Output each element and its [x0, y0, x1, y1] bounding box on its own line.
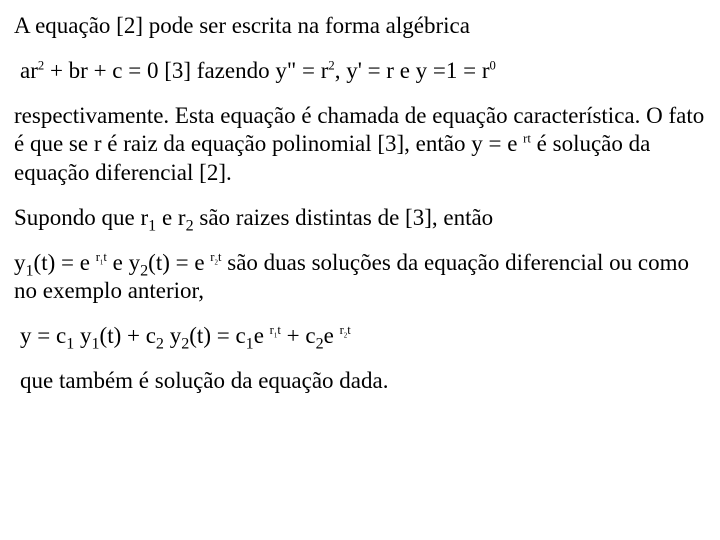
text: (t) = c: [189, 323, 245, 348]
superscript: r1t: [270, 323, 281, 337]
superscript: r1t: [96, 250, 107, 264]
subscript: 1: [148, 217, 156, 234]
text: , y' = r e y =1 = r: [335, 58, 490, 83]
paragraph-6: y = c1 y1(t) + c2 y2(t) = c1e r1t + c2e …: [14, 322, 706, 351]
text: y = c: [20, 323, 66, 348]
superscript: r2t: [210, 250, 221, 264]
text: que também é solução da equação dada.: [20, 368, 388, 393]
slide-content: A equação [2] pode ser escrita na forma …: [0, 0, 720, 424]
text: e r: [156, 205, 185, 230]
text: y: [164, 323, 181, 348]
text: (t) = e: [34, 250, 96, 275]
paragraph-3: respectivamente. Esta equação é chamada …: [14, 102, 706, 188]
paragraph-7: que também é solução da equação dada.: [14, 367, 706, 396]
subscript: 2: [140, 262, 148, 279]
text: A equação [2] pode ser escrita na forma …: [14, 13, 470, 38]
paragraph-4: Supondo que r1 e r2 são raizes distintas…: [14, 204, 706, 233]
text: + c: [281, 323, 316, 348]
paragraph-2: ar2 + br + c = 0 [3] fazendo y" = r2, y'…: [14, 57, 706, 86]
subscript: 2: [156, 336, 164, 353]
text: e: [324, 323, 340, 348]
subscript: 1: [91, 336, 99, 353]
text: + br + c = 0 [3] fazendo y" = r: [44, 58, 328, 83]
superscript: r2t: [340, 323, 351, 337]
text: Supondo que r: [14, 205, 148, 230]
text: são raizes distintas de [3], então: [194, 205, 494, 230]
paragraph-5: y1(t) = e r1t e y2(t) = e r2t são duas s…: [14, 249, 706, 307]
text: ar: [20, 58, 38, 83]
text: y: [14, 250, 26, 275]
subscript: 2: [186, 217, 194, 234]
superscript: 0: [490, 58, 496, 72]
subscript: 2: [316, 336, 324, 353]
paragraph-1: A equação [2] pode ser escrita na forma …: [14, 12, 706, 41]
text: e: [254, 323, 270, 348]
text: y: [74, 323, 91, 348]
subscript: 1: [246, 336, 254, 353]
superscript: rt: [523, 132, 531, 146]
text: e y: [107, 250, 140, 275]
text: (t) + c: [100, 323, 156, 348]
text: (t) = e: [148, 250, 210, 275]
subscript: 1: [26, 262, 34, 279]
